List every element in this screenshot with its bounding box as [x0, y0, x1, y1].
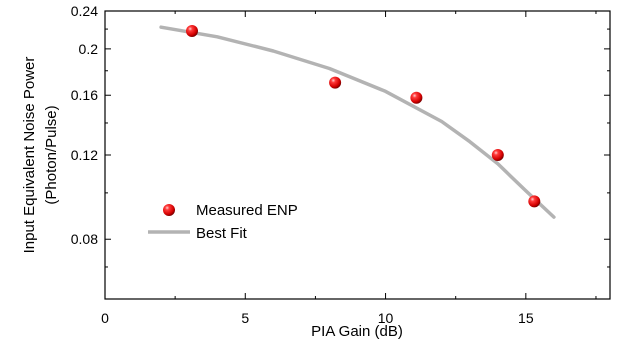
series-layer — [159, 25, 556, 219]
legend: Measured ENP Best Fit — [148, 202, 298, 242]
x-tick-label: 15 — [518, 310, 534, 326]
y-tick-label: 0.12 — [71, 147, 98, 163]
x-tick-label: 0 — [101, 310, 109, 326]
y-tick-label: 0.16 — [71, 87, 98, 103]
y-axis-ticks: 0.08 0.12 0.16 0.2 0.24 — [71, 3, 610, 268]
x-axis-title: PIA Gain (dB) — [311, 323, 403, 340]
measured-enp-point — [491, 149, 504, 161]
plot-frame — [104, 10, 611, 300]
y-axis-title-line-1: Input Equivalent Noise Power — [21, 57, 38, 254]
y-axis-title-line-2: (Photon/Pulse) — [43, 105, 60, 204]
y-tick-label: 0.08 — [71, 231, 98, 247]
legend-label-best-fit: Best Fit — [196, 225, 248, 242]
measured-enp-point — [410, 91, 423, 104]
measured-enp-point — [329, 76, 342, 89]
legend-marker-measured-enp — [163, 204, 175, 216]
y-tick-label: 0.2 — [79, 41, 99, 57]
measured-enp-point — [186, 25, 198, 37]
y-tick-label: 0.24 — [71, 3, 98, 19]
x-tick-label: 10 — [378, 310, 394, 326]
legend-label-measured-enp: Measured ENP — [196, 202, 298, 219]
x-tick-label: 5 — [241, 310, 249, 326]
best-fit-line — [159, 25, 556, 219]
measured-enp-point — [528, 195, 541, 208]
x-axis-ticks: 0 5 10 15 — [101, 11, 597, 326]
